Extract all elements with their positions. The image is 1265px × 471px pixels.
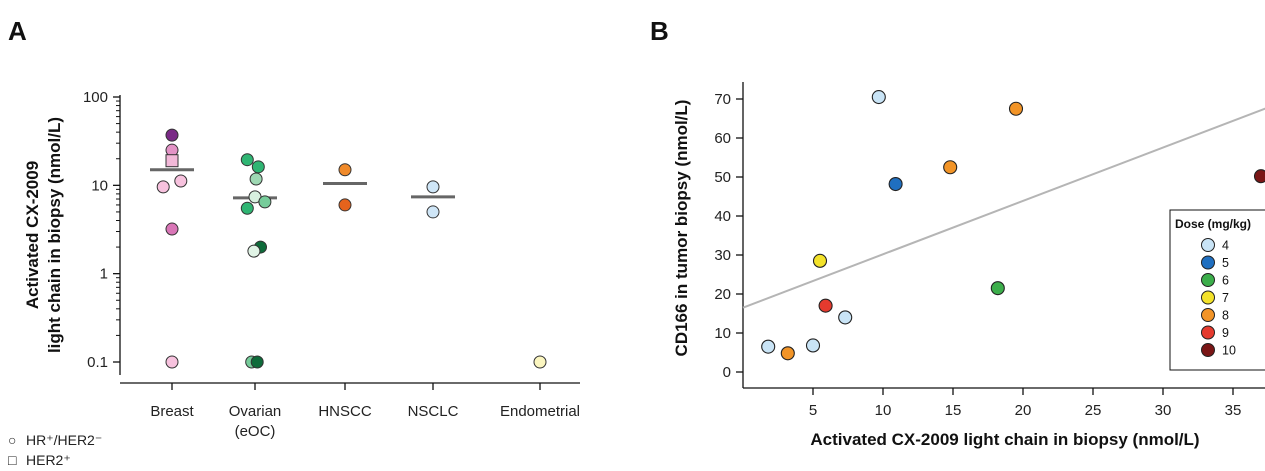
b-y-axis-title: CD166 in tumor biopsy (nmol/L) bbox=[672, 100, 691, 357]
a-x-tick-label: Breast bbox=[150, 403, 194, 420]
b-y-tick-label: 20 bbox=[714, 286, 731, 303]
legend-swatch bbox=[1201, 273, 1215, 287]
a-data-point bbox=[165, 355, 179, 369]
legend-label: 10 bbox=[1222, 344, 1236, 358]
a-x-tick-label: Endometrial bbox=[500, 403, 580, 420]
legend-box bbox=[1169, 209, 1265, 371]
b-y-tick-label: 70 bbox=[714, 91, 731, 108]
a-y-axis-title-line1: Activated CX-2009 bbox=[23, 161, 42, 309]
b-x-tick-label: 20 bbox=[1015, 402, 1032, 419]
a-data-point bbox=[251, 160, 265, 174]
b-y-tick-label: 10 bbox=[714, 325, 731, 342]
a-y-tick-label: 1 bbox=[100, 266, 108, 283]
a-data-point bbox=[338, 198, 352, 212]
a-data-point bbox=[240, 153, 254, 167]
a-y-axis-title-line2: light chain in biopsy (nmol/L) bbox=[45, 117, 64, 353]
dose-legend: Dose (mg/kg) 4 5 6 7 8 9 10 bbox=[1169, 209, 1265, 371]
a-x-tick-labels: Breast Ovarian (eOC) HNSCC NSCLC Endometrial bbox=[150, 383, 580, 440]
b-data-point bbox=[780, 346, 795, 361]
b-data-points bbox=[761, 90, 1265, 361]
a-y-ticks: 0.1 1 10 100 bbox=[83, 89, 120, 371]
a-data-point-square bbox=[165, 154, 179, 168]
shape-key-circle-symbol: ○ bbox=[8, 432, 16, 448]
b-data-point bbox=[1253, 169, 1265, 184]
b-data-point bbox=[812, 253, 828, 268]
panel-a: A 0.1 1 10 100 Activated CX-2009 light chai… bbox=[8, 16, 580, 468]
b-x-tick-label: 30 bbox=[1155, 402, 1172, 419]
b-y-tick-label: 40 bbox=[714, 208, 731, 225]
a-data-point bbox=[156, 180, 170, 194]
panel-b-letter: B bbox=[650, 16, 669, 46]
b-data-point bbox=[888, 176, 903, 192]
legend-swatch bbox=[1201, 290, 1215, 305]
b-y-tick-label: 60 bbox=[714, 130, 731, 147]
b-y-tick-label: 30 bbox=[714, 247, 731, 264]
a-data-point bbox=[533, 355, 547, 369]
a-y-tick-label: 100 bbox=[83, 89, 108, 106]
legend-label: 8 bbox=[1222, 309, 1229, 323]
a-data-point bbox=[240, 201, 254, 215]
b-y-ticks: 0 10 20 30 40 50 60 70 bbox=[714, 91, 743, 381]
a-x-tick-sublabel: (eOC) bbox=[235, 423, 276, 440]
shape-key-square-label: HER2⁺ bbox=[26, 452, 71, 468]
legend-title: Dose (mg/kg) bbox=[1175, 217, 1251, 231]
b-y-tick-label: 50 bbox=[714, 169, 731, 186]
b-x-axis-title: Activated CX-2009 light chain in biopsy … bbox=[810, 430, 1199, 449]
a-data-point bbox=[426, 180, 440, 194]
legend-swatch bbox=[1201, 343, 1215, 357]
b-x-tick-label: 10 bbox=[875, 402, 892, 419]
a-data-point bbox=[165, 222, 179, 236]
b-x-tick-label: 5 bbox=[809, 402, 817, 419]
b-data-point bbox=[1008, 101, 1024, 116]
a-y-tick-label: 10 bbox=[91, 177, 108, 194]
a-data-point bbox=[249, 172, 263, 186]
legend-swatch bbox=[1201, 255, 1215, 270]
shape-key: ○ HR⁺/HER2⁻ □ HER2⁺ bbox=[8, 432, 102, 468]
legend-swatch bbox=[1201, 238, 1215, 252]
a-x-tick-label: Ovarian bbox=[229, 403, 282, 420]
a-median-lines bbox=[150, 168, 455, 200]
b-data-point bbox=[818, 298, 833, 313]
shape-key-circle-label: HR⁺/HER2⁻ bbox=[26, 432, 102, 448]
b-data-point bbox=[990, 281, 1005, 296]
b-data-point bbox=[805, 338, 821, 353]
a-data-point bbox=[174, 174, 188, 188]
b-data-point bbox=[838, 310, 853, 325]
b-x-tick-label: 35 bbox=[1225, 402, 1242, 419]
b-x-tick-label: 25 bbox=[1085, 402, 1102, 419]
b-data-point bbox=[761, 339, 776, 354]
panel-a-letter: A bbox=[8, 16, 27, 46]
a-data-point bbox=[247, 244, 261, 258]
b-x-ticks: 5 10 15 20 25 30 35 bbox=[809, 388, 1242, 419]
a-x-tick-label: NSCLC bbox=[408, 403, 459, 420]
a-data-point bbox=[258, 195, 272, 209]
b-y-tick-label: 0 bbox=[723, 364, 731, 381]
shape-key-square-symbol: □ bbox=[8, 452, 17, 468]
panel-b: B 0 10 20 30 40 50 60 70 5 10 15 20 25 30 35 CD166 in… bbox=[650, 16, 1265, 449]
legend-swatch bbox=[1201, 308, 1215, 322]
a-x-tick-label: HNSCC bbox=[318, 403, 372, 420]
legend-swatch bbox=[1201, 325, 1215, 340]
legend-label: 5 bbox=[1222, 256, 1229, 270]
a-data-point bbox=[338, 163, 352, 177]
legend-label: 9 bbox=[1222, 326, 1229, 340]
legend-entries: 4 5 6 7 8 9 10 bbox=[1201, 238, 1236, 358]
a-data-point bbox=[165, 128, 179, 142]
b-data-point bbox=[871, 90, 886, 105]
a-data-point bbox=[250, 355, 264, 369]
a-data-point bbox=[426, 205, 440, 219]
legend-label: 7 bbox=[1222, 291, 1229, 305]
a-y-tick-label: 0.1 bbox=[87, 354, 108, 371]
b-data-point bbox=[943, 160, 958, 175]
b-trend-line bbox=[742, 107, 1265, 309]
b-x-tick-label: 15 bbox=[945, 402, 962, 419]
a-data-points bbox=[156, 128, 547, 369]
legend-label: 6 bbox=[1222, 274, 1229, 288]
legend-label: 4 bbox=[1222, 239, 1229, 253]
